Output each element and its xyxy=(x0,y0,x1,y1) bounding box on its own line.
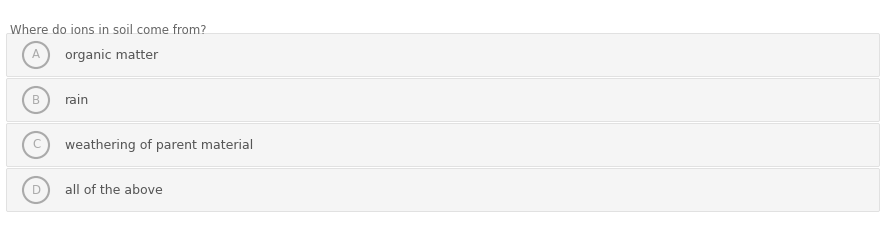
FancyBboxPatch shape xyxy=(6,33,879,77)
Text: all of the above: all of the above xyxy=(65,183,163,196)
FancyBboxPatch shape xyxy=(6,169,879,212)
Text: Where do ions in soil come from?: Where do ions in soil come from? xyxy=(10,24,207,37)
FancyBboxPatch shape xyxy=(6,123,879,166)
Text: B: B xyxy=(32,93,40,106)
FancyBboxPatch shape xyxy=(6,79,879,122)
Text: D: D xyxy=(31,183,41,196)
Text: C: C xyxy=(32,139,40,152)
Text: A: A xyxy=(32,49,40,61)
Text: organic matter: organic matter xyxy=(65,49,158,61)
Circle shape xyxy=(23,87,49,113)
Text: weathering of parent material: weathering of parent material xyxy=(65,139,253,152)
Circle shape xyxy=(23,132,49,158)
Text: rain: rain xyxy=(65,93,90,106)
Circle shape xyxy=(23,42,49,68)
Circle shape xyxy=(23,177,49,203)
